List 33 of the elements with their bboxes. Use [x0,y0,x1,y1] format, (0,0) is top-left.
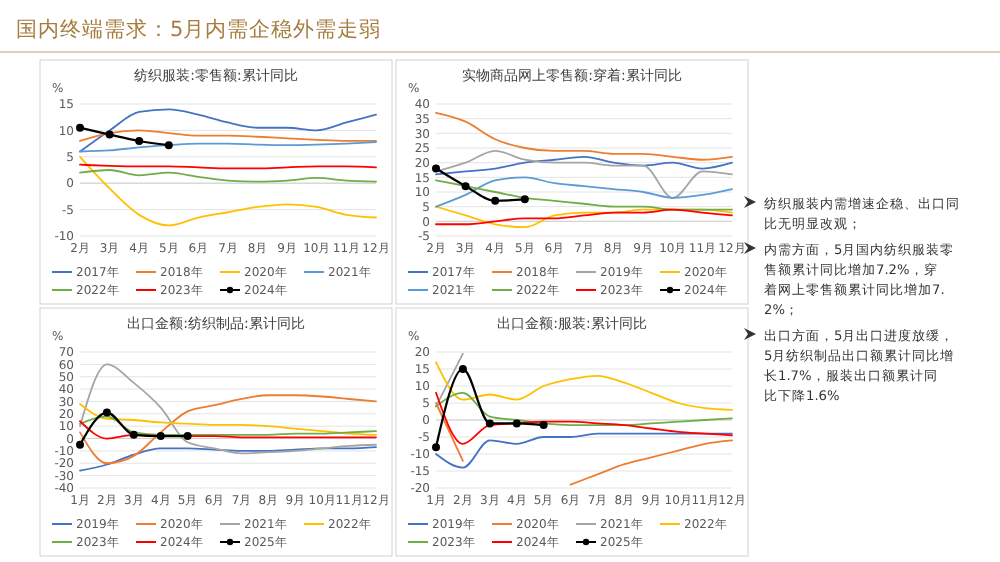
line-series [435,432,733,469]
point [461,182,470,191]
point [129,430,138,439]
line-series [79,403,377,436]
line-series [79,420,377,440]
point [432,443,440,452]
line-series [435,391,733,426]
point [539,421,548,430]
point [156,432,165,441]
point [183,432,192,441]
line-series [435,361,733,411]
line-series [435,155,733,176]
point [76,123,84,132]
point [164,141,173,150]
point [76,440,84,449]
point [432,164,440,173]
line-series [79,363,377,455]
line-series [435,391,733,445]
point [102,408,111,417]
point [491,196,500,205]
point [512,419,521,428]
line-series [79,108,377,153]
line-series [435,111,733,161]
text: 国内终端需求：5月内需企稳外需走弱 [16,16,382,42]
point [135,136,144,145]
point [520,195,529,204]
point [485,419,494,428]
line-series [79,394,377,465]
point [105,130,114,139]
line-series [79,446,377,472]
line-series [435,150,733,199]
line-series [79,155,377,227]
point [458,365,467,373]
